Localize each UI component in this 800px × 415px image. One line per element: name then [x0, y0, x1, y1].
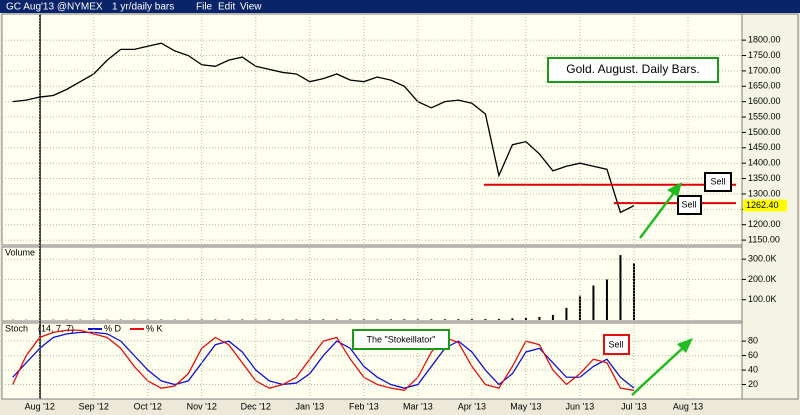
y-tick-label: 1200.00	[748, 219, 781, 229]
stoch-title-box	[352, 329, 450, 350]
bar	[308, 319, 311, 320]
x-tick-label: Jun '13	[566, 401, 595, 411]
arrow-head	[667, 182, 682, 197]
bar	[484, 319, 487, 320]
price-panel	[1, 13, 743, 246]
x-tick-label: Aug '13	[673, 401, 703, 411]
bar	[335, 319, 338, 320]
bar	[389, 319, 392, 320]
bar	[592, 285, 595, 320]
bar	[524, 317, 527, 320]
y-tick-label: 1550.00	[748, 111, 781, 121]
bar	[376, 319, 379, 320]
panel-label: Stoch	[5, 323, 28, 333]
x-tick-label: May '13	[510, 401, 541, 411]
y-tick-label: 40	[748, 364, 758, 374]
y-tick-label: 1300.00	[748, 188, 781, 198]
line	[12, 331, 635, 389]
title-box	[547, 57, 719, 83]
y-tick-label: 100.0K	[748, 294, 777, 304]
y-tick-label: 1500.00	[748, 127, 781, 137]
menu-item[interactable]: Edit	[218, 2, 235, 13]
bar	[497, 318, 500, 320]
bar	[443, 319, 446, 320]
x-tick-label: Nov '12	[187, 401, 217, 411]
x-tick-label: Feb '13	[349, 401, 379, 411]
arrow-head	[677, 338, 693, 353]
last-price-label: 1262.40	[746, 200, 779, 210]
arrow	[631, 344, 687, 396]
x-tick-label: Jan '13	[295, 401, 324, 411]
annotation: Sell	[710, 176, 725, 186]
bar	[457, 319, 460, 320]
title-bar	[0, 0, 800, 13]
y-tick-label: 1350.00	[748, 173, 781, 183]
chart-title: Gold. August. Daily Bars.	[566, 62, 699, 76]
y-tick-label: 1650.00	[748, 81, 781, 91]
bar	[605, 279, 608, 320]
panel-params: (14, 7, 7)	[38, 323, 74, 333]
line	[12, 329, 635, 392]
arrow	[639, 189, 677, 239]
annotation: Sell	[681, 199, 696, 209]
annotation: Sell	[608, 339, 623, 349]
bar	[565, 307, 568, 320]
sell-box	[603, 334, 630, 355]
y-tick-label: 20	[748, 379, 758, 389]
legend-label: % D	[104, 323, 122, 333]
interval[interactable]: 1 yr/daily bars	[112, 2, 174, 13]
bar	[349, 319, 352, 320]
bar	[470, 319, 473, 320]
bar	[362, 319, 365, 320]
y-tick-label: 1750.00	[748, 50, 781, 60]
bar	[632, 263, 635, 320]
annotation: The "Stokeillator"	[367, 334, 436, 344]
bar	[578, 295, 581, 320]
bar	[551, 314, 554, 320]
bar	[322, 319, 325, 320]
bar	[403, 319, 406, 320]
y-tick-label: 200.0K	[748, 274, 777, 284]
bar	[511, 318, 514, 320]
last-price-box	[743, 199, 787, 212]
y-tick-label: 1150.00	[748, 234, 780, 244]
annotations: Gold. August. Daily Bars. Sell Sell The …	[5, 57, 732, 396]
y-tick-label: 1700.00	[748, 65, 781, 75]
y-tick-label: 1600.00	[748, 96, 781, 106]
x-tick-label: Mar '13	[403, 401, 433, 411]
panel-label: Volume	[5, 247, 35, 257]
symbol: GC Aug'13 @NYMEX	[6, 2, 103, 13]
x-tick-label: Sep '12	[79, 401, 109, 411]
bar	[416, 319, 419, 320]
y-tick-label: 1400.00	[748, 158, 781, 168]
legend-label: % K	[146, 323, 163, 333]
x-tick-label: Dec '12	[241, 401, 271, 411]
x-tick-label: Jul '13	[621, 401, 647, 411]
bar	[619, 255, 622, 320]
toolbar: GC Aug'13 @NYMEX 1 yr/daily bars File Ed…	[6, 2, 262, 13]
line	[12, 42, 635, 214]
bar	[430, 319, 433, 320]
x-tick-label: Apr '13	[458, 401, 486, 411]
menu-item[interactable]: File	[196, 2, 213, 13]
menu-item[interactable]: View	[240, 2, 262, 13]
y-tick-label: 80	[748, 335, 758, 345]
sell-box	[704, 172, 732, 192]
x-tick-label: Aug '12	[25, 401, 55, 411]
x-tick-label: Oct '12	[134, 401, 162, 411]
y-tick-label: 60	[748, 350, 758, 360]
y-tick-label: 1450.00	[748, 142, 781, 152]
bar	[281, 319, 284, 320]
sell-box	[677, 195, 702, 215]
volume-panel	[1, 246, 743, 322]
plot: 1150.001200.001250.001300.001350.001400.…	[2, 14, 787, 411]
bar	[538, 316, 541, 320]
y-tick-label: 300.0K	[748, 254, 777, 264]
y-tick-label: 1800.00	[748, 35, 781, 45]
